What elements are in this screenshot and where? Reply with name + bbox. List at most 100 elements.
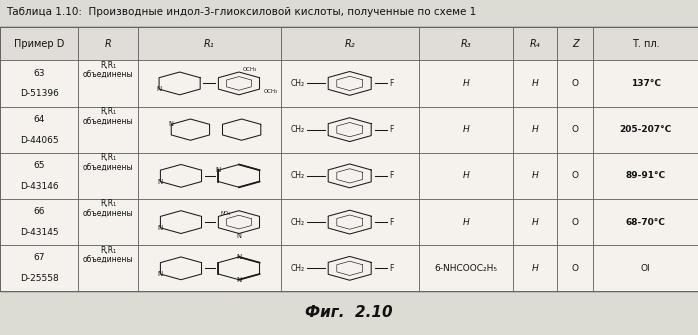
Text: 63

D-51396: 63 D-51396 <box>20 69 59 98</box>
Bar <box>0 199 78 245</box>
Text: 205-207°C: 205-207°C <box>620 125 671 134</box>
Text: H: H <box>463 172 469 180</box>
Bar <box>78 60 138 107</box>
Text: F: F <box>389 172 394 180</box>
Bar <box>419 27 513 60</box>
Text: Ol: Ol <box>641 264 651 273</box>
Bar <box>281 27 419 60</box>
Bar <box>593 245 698 291</box>
Bar <box>513 107 557 153</box>
Bar <box>419 107 513 153</box>
Text: F: F <box>389 264 394 273</box>
Bar <box>513 153 557 199</box>
Bar <box>557 153 593 199</box>
Bar <box>419 60 513 107</box>
Bar <box>419 245 513 291</box>
Bar <box>593 27 698 60</box>
Text: R,R₁
объединены: R,R₁ объединены <box>82 246 133 265</box>
Text: 65

D-43146: 65 D-43146 <box>20 161 59 191</box>
Text: R₄: R₄ <box>530 39 540 49</box>
Text: N: N <box>216 167 221 173</box>
Bar <box>419 199 513 245</box>
Bar <box>513 199 557 245</box>
Text: CH₂: CH₂ <box>290 172 304 180</box>
Bar <box>78 245 138 291</box>
Text: CH₂: CH₂ <box>290 218 304 226</box>
Bar <box>138 60 281 107</box>
Text: N: N <box>237 233 242 239</box>
Bar <box>0 27 78 60</box>
Text: 68-70°C: 68-70°C <box>625 218 666 226</box>
Bar <box>138 27 281 60</box>
Text: H: H <box>463 79 469 88</box>
Bar <box>78 107 138 153</box>
Text: CH₂: CH₂ <box>290 264 304 273</box>
Bar <box>513 245 557 291</box>
Text: O: O <box>572 218 579 226</box>
Text: O: O <box>572 172 579 180</box>
Bar <box>557 199 593 245</box>
Text: R,R₁
объединены: R,R₁ объединены <box>82 199 133 219</box>
Bar <box>78 199 138 245</box>
Text: R,R₁
объединены: R,R₁ объединены <box>82 107 133 126</box>
Text: H: H <box>463 218 469 226</box>
Text: N: N <box>169 121 174 127</box>
Text: Z: Z <box>572 39 579 49</box>
Bar <box>78 153 138 199</box>
Text: R₃: R₃ <box>461 39 471 49</box>
Text: O: O <box>572 79 579 88</box>
Text: F: F <box>389 125 394 134</box>
Text: N: N <box>156 86 162 92</box>
Bar <box>0 60 78 107</box>
Bar <box>138 245 281 291</box>
Text: OCH₃: OCH₃ <box>264 89 278 94</box>
Text: 137°C: 137°C <box>631 79 660 88</box>
Bar <box>0 153 78 199</box>
Text: N: N <box>158 179 163 185</box>
Bar <box>513 27 557 60</box>
Text: 66

D-43145: 66 D-43145 <box>20 207 59 237</box>
Text: Пример D: Пример D <box>14 39 64 49</box>
Bar <box>593 153 698 199</box>
Text: N: N <box>158 271 163 277</box>
Bar <box>281 245 419 291</box>
Bar <box>513 60 557 107</box>
Text: NO₂: NO₂ <box>221 211 231 216</box>
Text: R₂: R₂ <box>344 39 355 49</box>
Text: N: N <box>237 277 242 283</box>
Text: 64

D-44065: 64 D-44065 <box>20 115 59 144</box>
Text: 67

D-25558: 67 D-25558 <box>20 254 59 283</box>
Bar <box>557 245 593 291</box>
Text: Т. пл.: Т. пл. <box>632 39 660 49</box>
Bar <box>593 199 698 245</box>
Bar <box>419 153 513 199</box>
Text: R,R₁
объединены: R,R₁ объединены <box>82 153 133 173</box>
Bar <box>557 27 593 60</box>
Bar <box>281 107 419 153</box>
Text: H: H <box>532 218 538 226</box>
Bar <box>0 245 78 291</box>
Text: N: N <box>158 225 163 231</box>
Text: H: H <box>532 79 538 88</box>
Text: O: O <box>572 264 579 273</box>
Bar <box>138 199 281 245</box>
Text: R,R₁
объединены: R,R₁ объединены <box>82 61 133 80</box>
Bar <box>138 153 281 199</box>
Bar <box>557 60 593 107</box>
Text: H: H <box>532 172 538 180</box>
Bar <box>281 153 419 199</box>
Text: H: H <box>532 264 538 273</box>
Text: H: H <box>532 125 538 134</box>
Bar <box>593 60 698 107</box>
Text: Таблица 1.10:  Производные индол-3-глиоксиловой кислоты, полученные по схеме 1: Таблица 1.10: Производные индол-3-глиокс… <box>6 7 476 17</box>
Bar <box>0 107 78 153</box>
Bar <box>593 107 698 153</box>
Bar <box>78 27 138 60</box>
Text: Фиг.  2.10: Фиг. 2.10 <box>305 305 393 320</box>
Bar <box>557 107 593 153</box>
Text: H: H <box>463 125 469 134</box>
Text: CH₂: CH₂ <box>290 79 304 88</box>
Text: F: F <box>389 79 394 88</box>
Text: N: N <box>237 254 242 260</box>
Bar <box>138 107 281 153</box>
